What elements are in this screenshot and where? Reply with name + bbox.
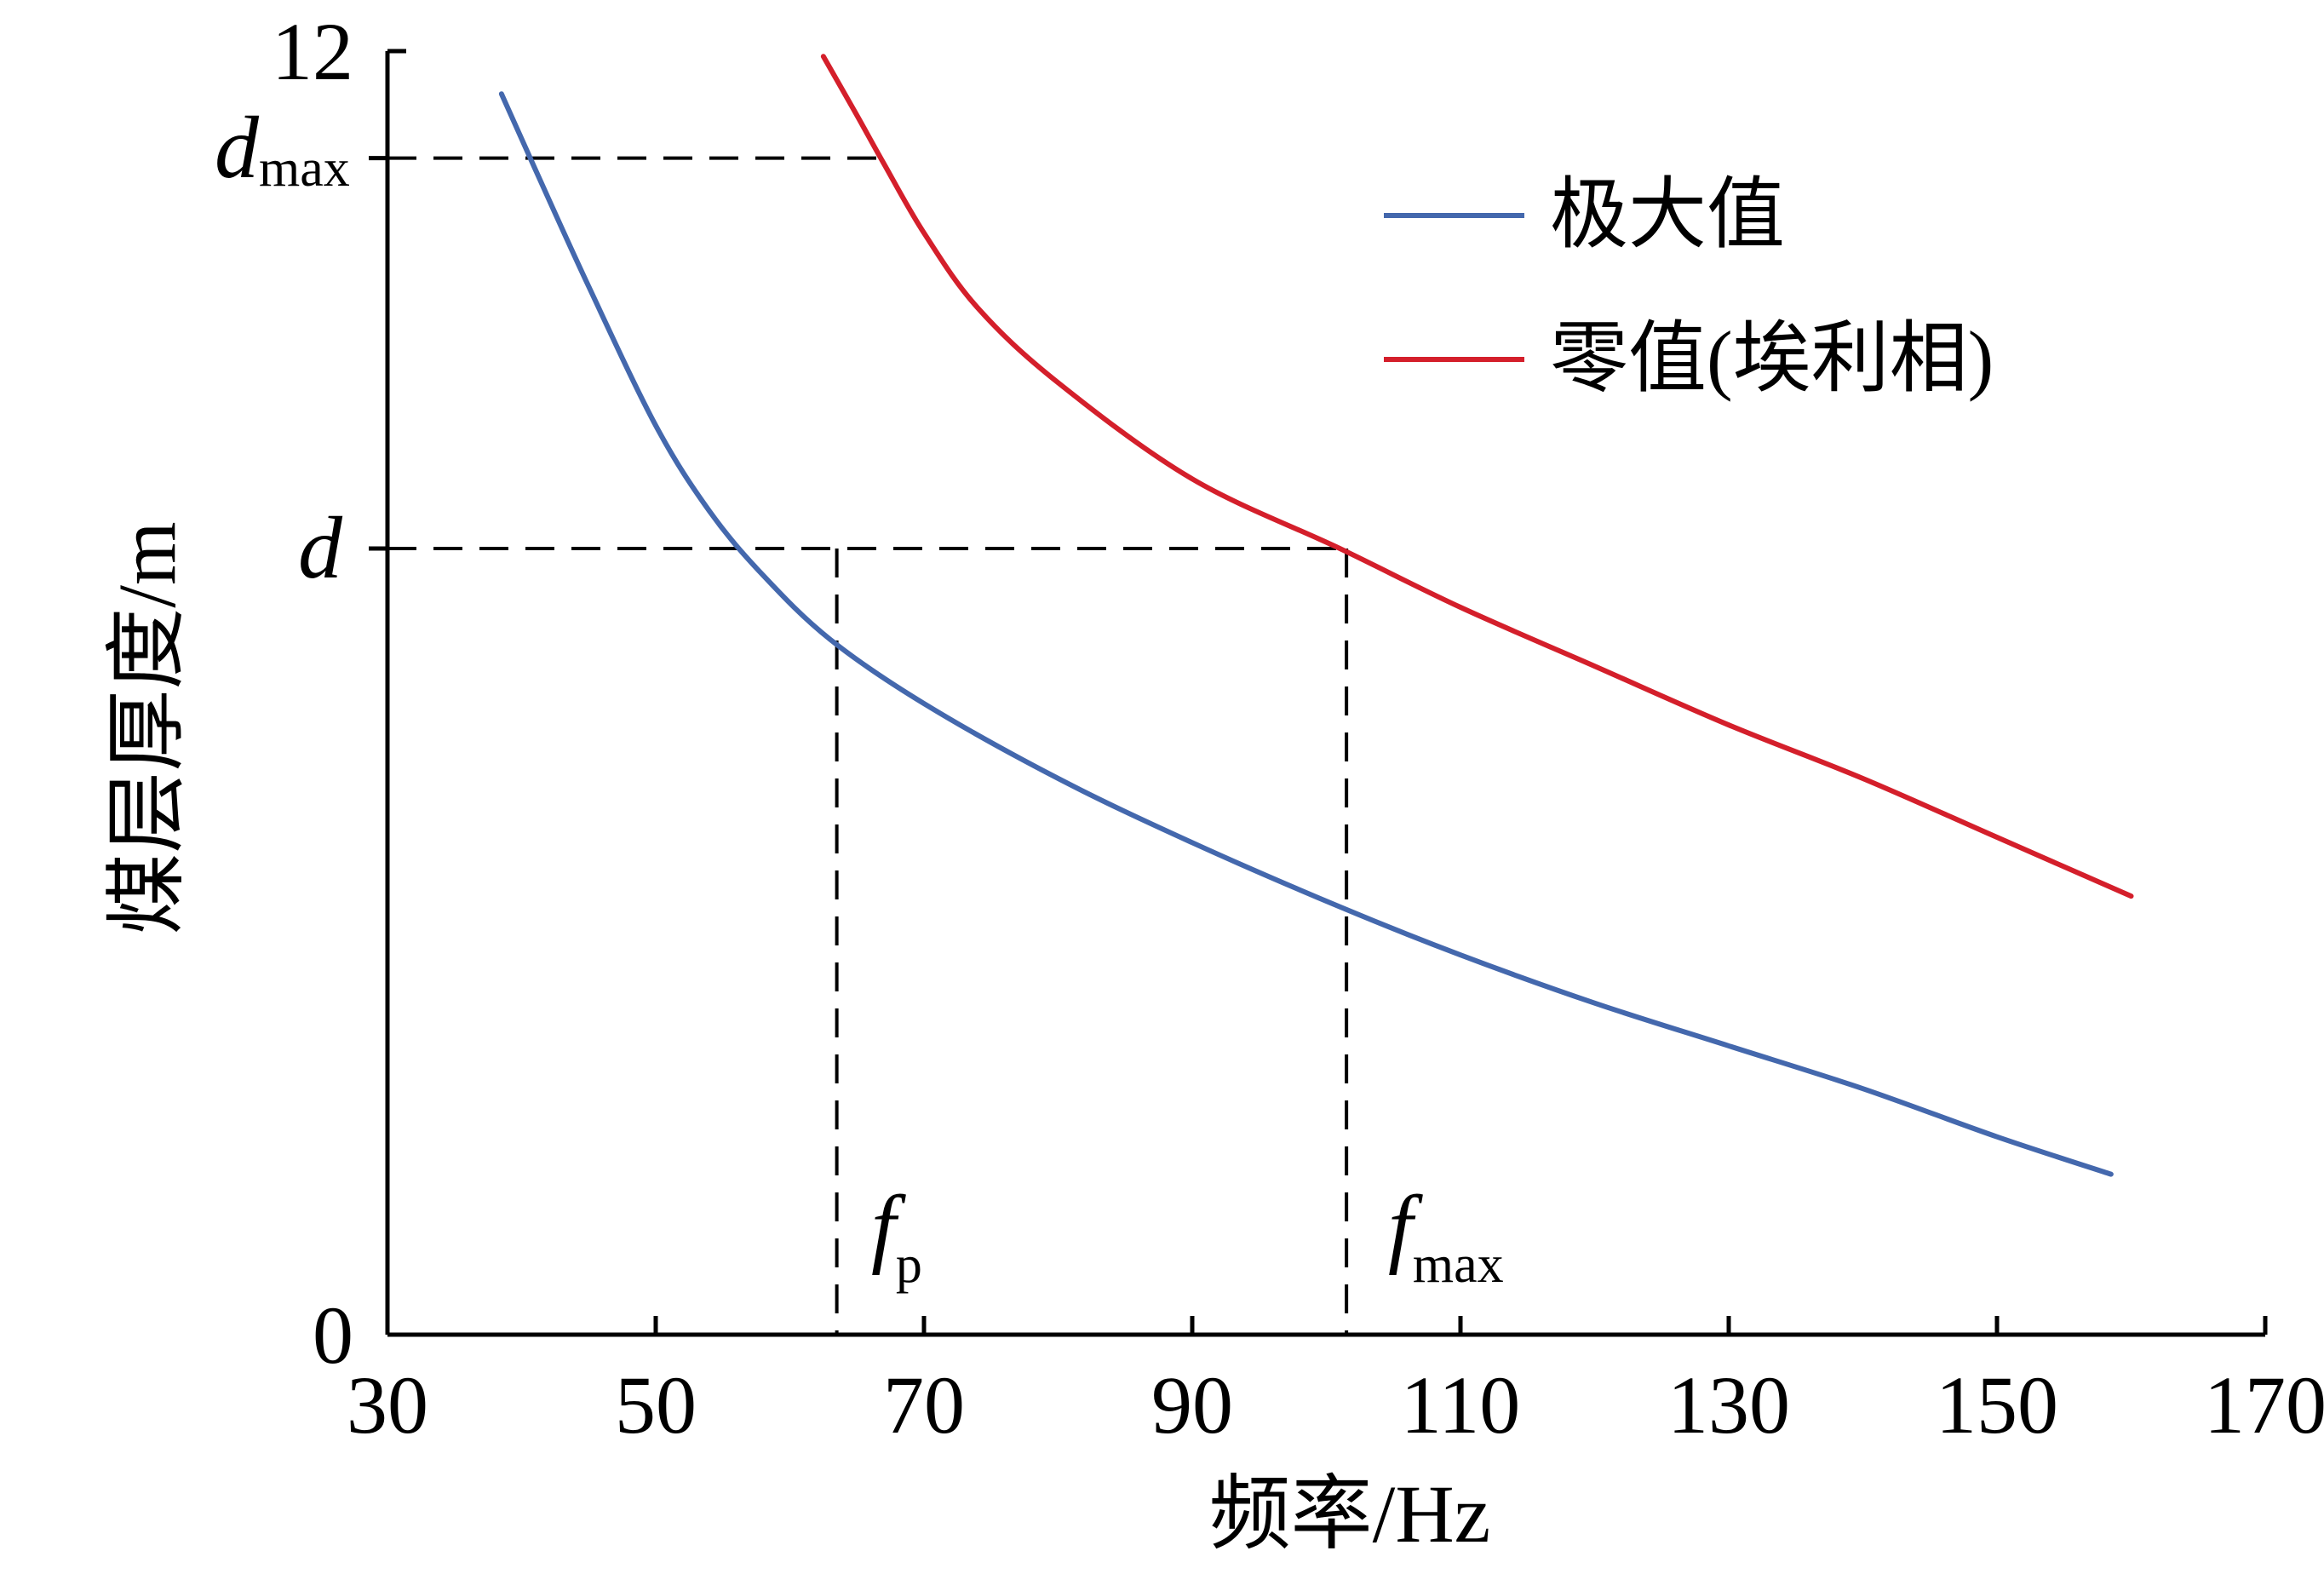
y-axis-title: 煤层厚度/m [101, 521, 192, 934]
x-tick-label: 130 [1667, 1359, 1790, 1450]
x-tick-label: 170 [2204, 1359, 2324, 1450]
series-line-max [498, 91, 2114, 1177]
series-line-zero [820, 54, 2134, 899]
x-tick-label: 150 [1936, 1359, 2058, 1450]
x-tick-label: 70 [883, 1359, 965, 1450]
plot-area [498, 54, 2134, 1177]
legend-label-zero: 零值(埃利相) [1550, 315, 1994, 402]
dmax-label: dmax [215, 99, 350, 198]
x-tick-label: 90 [1151, 1359, 1233, 1450]
reference-lines [369, 156, 1349, 1335]
fmax-label: fmax [1388, 1178, 1504, 1294]
legend: 极大值 零值(埃利相) [1384, 171, 1994, 402]
y-tick-label: 12 [272, 6, 353, 97]
y-tick-label: 0 [313, 1290, 353, 1381]
x-tick-label: 50 [615, 1359, 697, 1450]
legend-label-max: 极大值 [1550, 171, 1785, 258]
x-axis-title: 频率/Hz [1209, 1468, 1491, 1560]
x-tick-label: 110 [1401, 1359, 1520, 1450]
axes: 30 50 70 90 110 130 150 170 0 12 [272, 6, 2324, 1450]
d-label: d [298, 499, 343, 597]
fp-label: fp [871, 1178, 922, 1294]
x-tick-label: 30 [347, 1359, 428, 1450]
